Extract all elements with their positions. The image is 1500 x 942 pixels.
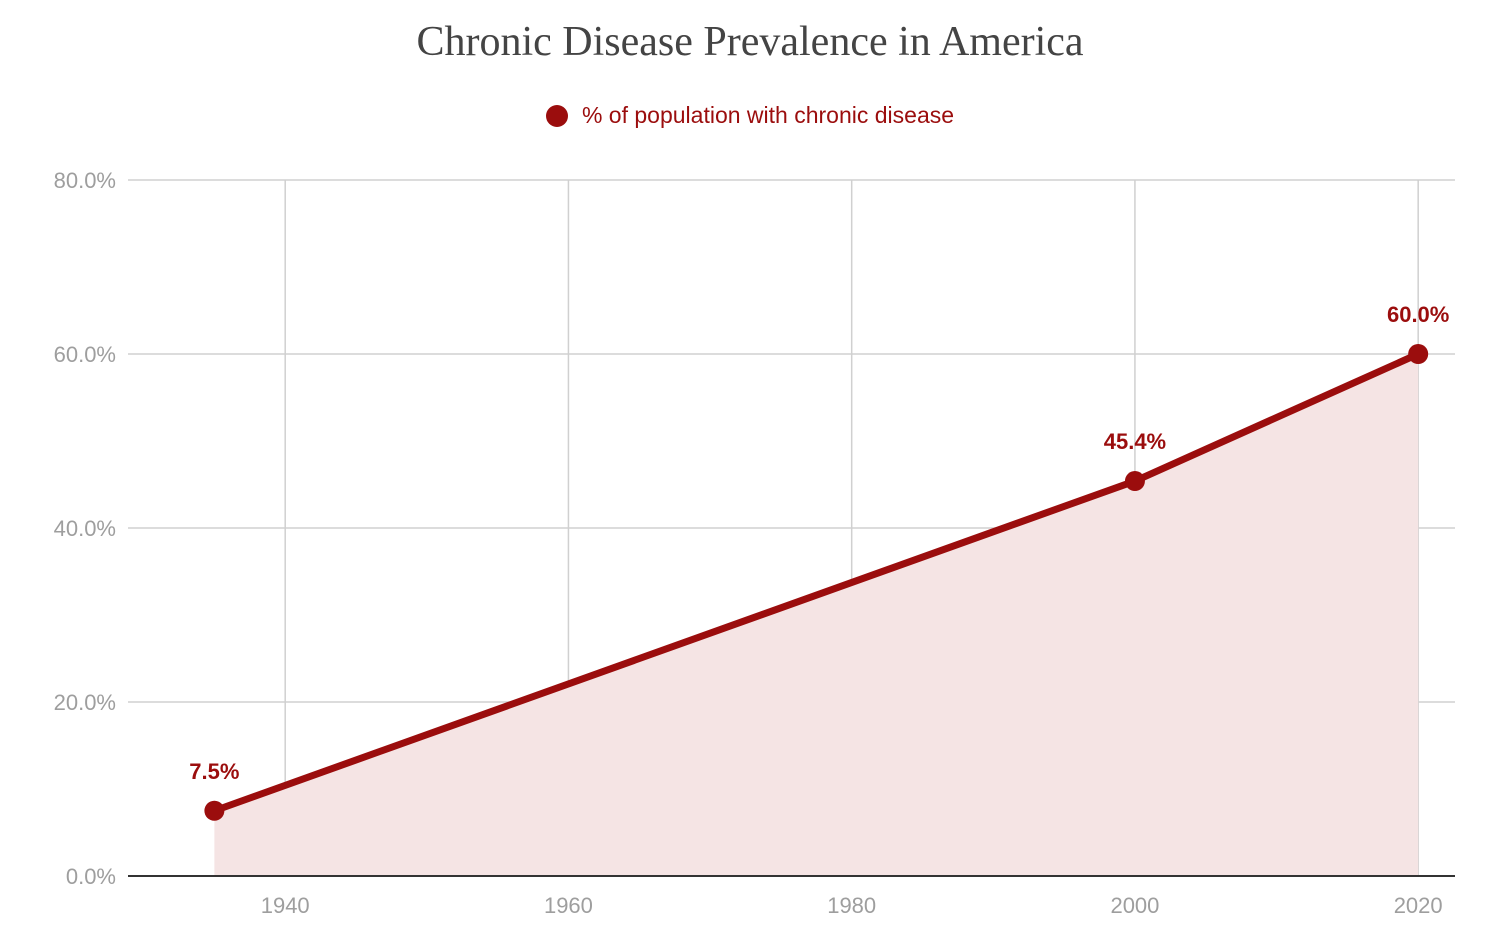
legend: % of population with chronic disease: [0, 102, 1500, 129]
data-points-layer: [204, 344, 1429, 821]
tick-labels-layer: 0.0% 20.0% 40.0% 60.0% 80.0% 1940 1960 1980 2000…: [54, 168, 1443, 918]
x-tick-label: 2000: [1110, 893, 1159, 918]
data-label: 60.0%: [1387, 302, 1449, 327]
y-tick-label: 20.0%: [54, 690, 116, 715]
x-tick-label: 2020: [1394, 893, 1443, 918]
data-point: [204, 800, 225, 821]
chart-title: Chronic Disease Prevalence in America: [416, 19, 1084, 65]
y-tick-label: 80.0%: [54, 168, 116, 193]
data-label: 45.4%: [1104, 429, 1166, 454]
y-tick-label: 0.0%: [66, 864, 116, 889]
data-labels-layer: 7.5% 45.4% 60.0%: [189, 302, 1449, 784]
data-label: 7.5%: [189, 759, 239, 784]
data-point: [1124, 471, 1145, 492]
legend-marker-icon: [545, 104, 568, 127]
y-tick-label: 40.0%: [54, 516, 116, 541]
series-area: [214, 354, 1419, 876]
x-tick-label: 1940: [261, 893, 310, 918]
area-fill-layer: [214, 354, 1419, 876]
x-tick-label: 1960: [544, 893, 593, 918]
legend-label: % of population with chronic disease: [581, 102, 955, 128]
data-point: [1408, 344, 1429, 364]
x-tick-label: 1980: [827, 893, 876, 918]
y-tick-label: 60.0%: [54, 342, 116, 367]
